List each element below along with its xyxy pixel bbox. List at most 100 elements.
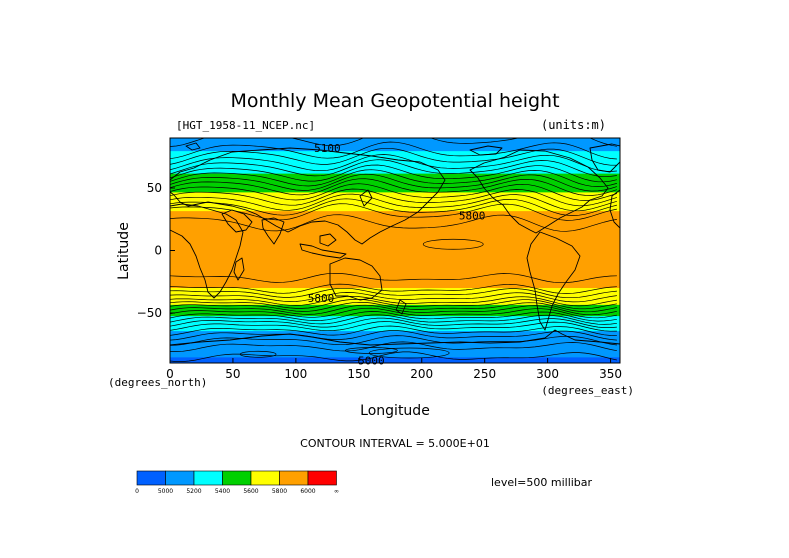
contour-line xyxy=(170,311,617,322)
height-band xyxy=(170,151,620,154)
height-band xyxy=(170,166,620,169)
contour-line xyxy=(170,292,617,303)
contour-line xyxy=(170,351,617,362)
height-band xyxy=(170,211,620,214)
height-band xyxy=(170,361,620,363)
height-band xyxy=(170,299,620,302)
contour-line xyxy=(170,272,617,284)
height-band xyxy=(170,139,620,143)
height-band xyxy=(170,205,620,208)
chart-title: Monthly Mean Geopotential height xyxy=(230,90,559,112)
colorbar: 0 5000 5200 5400 5600 5800 6000 ∞ xyxy=(135,470,339,495)
height-band xyxy=(170,284,620,287)
height-bands xyxy=(170,138,620,363)
contour-lines xyxy=(170,138,618,362)
height-band xyxy=(170,280,620,283)
height-band xyxy=(170,244,620,248)
height-band xyxy=(170,344,620,347)
height-band xyxy=(170,183,620,186)
coast-south-america xyxy=(526,231,581,331)
height-band xyxy=(170,273,620,276)
contour-line xyxy=(170,304,617,316)
height-band xyxy=(170,218,620,222)
height-band xyxy=(170,258,620,261)
height-band xyxy=(170,173,620,177)
height-band xyxy=(170,241,620,244)
coast-eurasia xyxy=(170,147,446,245)
contour-line xyxy=(170,159,617,178)
colorbar-label: 6000 xyxy=(300,488,315,495)
height-band xyxy=(170,291,620,295)
x-tick-label: 200 xyxy=(410,367,433,381)
height-band xyxy=(170,355,620,358)
contour-line xyxy=(170,141,617,160)
coast-australia xyxy=(329,257,383,301)
file-label: [HGT_1958-11_NCEP.nc] xyxy=(176,119,315,132)
x-tick-label: 50 xyxy=(225,367,240,381)
height-band xyxy=(170,216,620,220)
height-band xyxy=(170,342,620,345)
height-band xyxy=(170,171,620,175)
contour-line xyxy=(170,287,617,299)
contour-label: 5000 xyxy=(358,355,385,368)
height-band xyxy=(170,207,620,210)
contour-line xyxy=(170,317,617,328)
height-band xyxy=(170,259,620,263)
height-band xyxy=(170,357,620,360)
y-tick-label: 0 xyxy=(154,244,162,258)
height-band xyxy=(170,156,620,160)
height-band xyxy=(170,314,620,317)
height-band xyxy=(170,222,620,225)
contour-line xyxy=(170,178,618,196)
colorbar-label: ∞ xyxy=(334,488,339,495)
contour-label: 5800 xyxy=(308,292,335,305)
height-band xyxy=(170,271,620,274)
contour-line xyxy=(170,298,617,310)
height-band xyxy=(170,237,620,240)
contour-line xyxy=(170,307,617,319)
contour-interval-text: CONTOUR INTERVAL = 5.000E+01 xyxy=(300,437,490,450)
height-band xyxy=(170,359,620,362)
colorbar-swatch xyxy=(250,470,280,486)
height-band xyxy=(170,254,620,257)
height-band xyxy=(170,224,620,227)
height-band xyxy=(170,331,620,334)
coast-arctic-islands xyxy=(469,145,503,156)
height-band xyxy=(170,265,620,268)
closed-contour xyxy=(345,347,398,354)
height-band xyxy=(170,334,620,338)
colorbar-label: 5000 xyxy=(158,488,173,495)
height-band xyxy=(170,235,620,238)
height-band xyxy=(170,327,620,330)
height-band xyxy=(170,177,620,180)
height-band xyxy=(170,338,620,342)
height-band xyxy=(170,229,620,233)
contour-line xyxy=(170,321,617,332)
height-band xyxy=(170,286,620,289)
x-tick-label: 150 xyxy=(347,367,370,381)
height-band xyxy=(170,175,620,178)
height-band xyxy=(170,325,620,328)
x-tick-label: 250 xyxy=(473,367,496,381)
coast-new-zealand xyxy=(395,299,407,315)
height-band xyxy=(170,190,620,193)
y-units-label: (degrees_north) xyxy=(108,376,207,389)
height-band xyxy=(170,276,620,280)
x-tick-label: 0 xyxy=(166,367,174,381)
height-band xyxy=(170,153,620,156)
height-band xyxy=(170,220,620,223)
height-band xyxy=(170,306,620,310)
plot-area xyxy=(170,138,620,363)
colorbar-swatch xyxy=(165,470,195,486)
coast-indonesia xyxy=(299,243,347,259)
colorbar-swatch xyxy=(222,470,252,486)
height-band xyxy=(170,323,620,327)
contour-line xyxy=(170,214,617,232)
height-band xyxy=(170,201,620,205)
y-axis-label: Latitude xyxy=(116,222,132,280)
coast-svalbard xyxy=(185,142,201,151)
height-band xyxy=(170,168,620,171)
closed-contour xyxy=(368,347,450,359)
colorbar-label: 5200 xyxy=(186,488,201,495)
